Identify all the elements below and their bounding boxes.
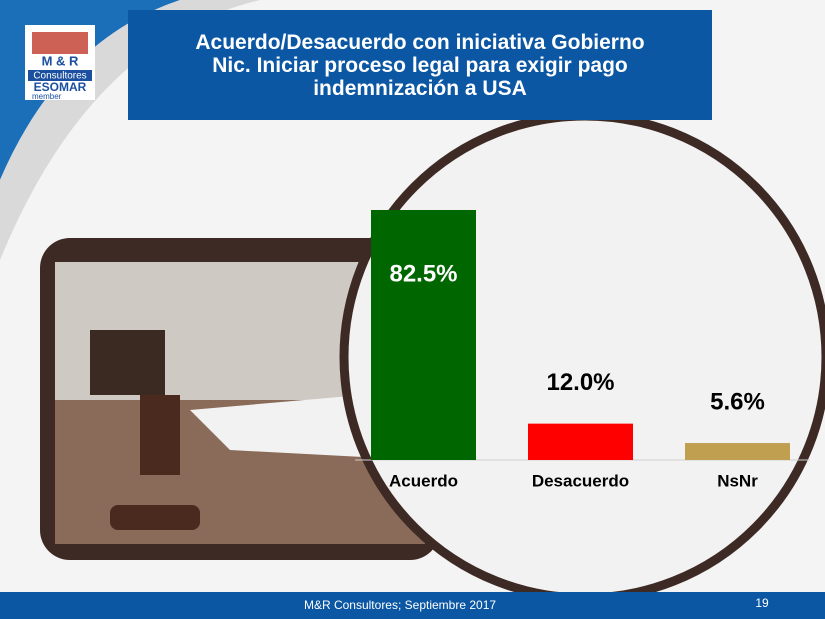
- value-label: 5.6%: [710, 388, 765, 415]
- logo-name: Consultores: [33, 71, 86, 82]
- photo-gavel: [140, 395, 180, 475]
- photo-gavel-base: [110, 505, 200, 530]
- logo-band: [28, 70, 92, 81]
- logo-association: ESOMAR: [34, 80, 87, 94]
- value-label: 12.0%: [546, 369, 614, 396]
- bar: [685, 443, 790, 460]
- bar: [371, 210, 476, 460]
- bar: [528, 423, 633, 460]
- x-tick-label: Acuerdo: [389, 471, 458, 490]
- page-number: 19: [755, 596, 769, 610]
- value-label: 82.5%: [389, 260, 457, 287]
- title-box: Acuerdo/Desacuerdo con iniciativa Gobier…: [128, 10, 712, 120]
- chart-title: Acuerdo/Desacuerdo con iniciativa Gobier…: [195, 30, 645, 100]
- footer-source: M&R Consultores; Septiembre 2017: [304, 598, 496, 612]
- photo-books: [90, 330, 165, 395]
- logo-graphic: [32, 32, 88, 54]
- footer-band: [0, 592, 825, 619]
- logo-brand: M & R: [42, 53, 79, 68]
- x-tick-label: Desacuerdo: [532, 471, 629, 490]
- x-tick-label: NsNr: [717, 471, 758, 490]
- logo-membership: member: [32, 92, 62, 101]
